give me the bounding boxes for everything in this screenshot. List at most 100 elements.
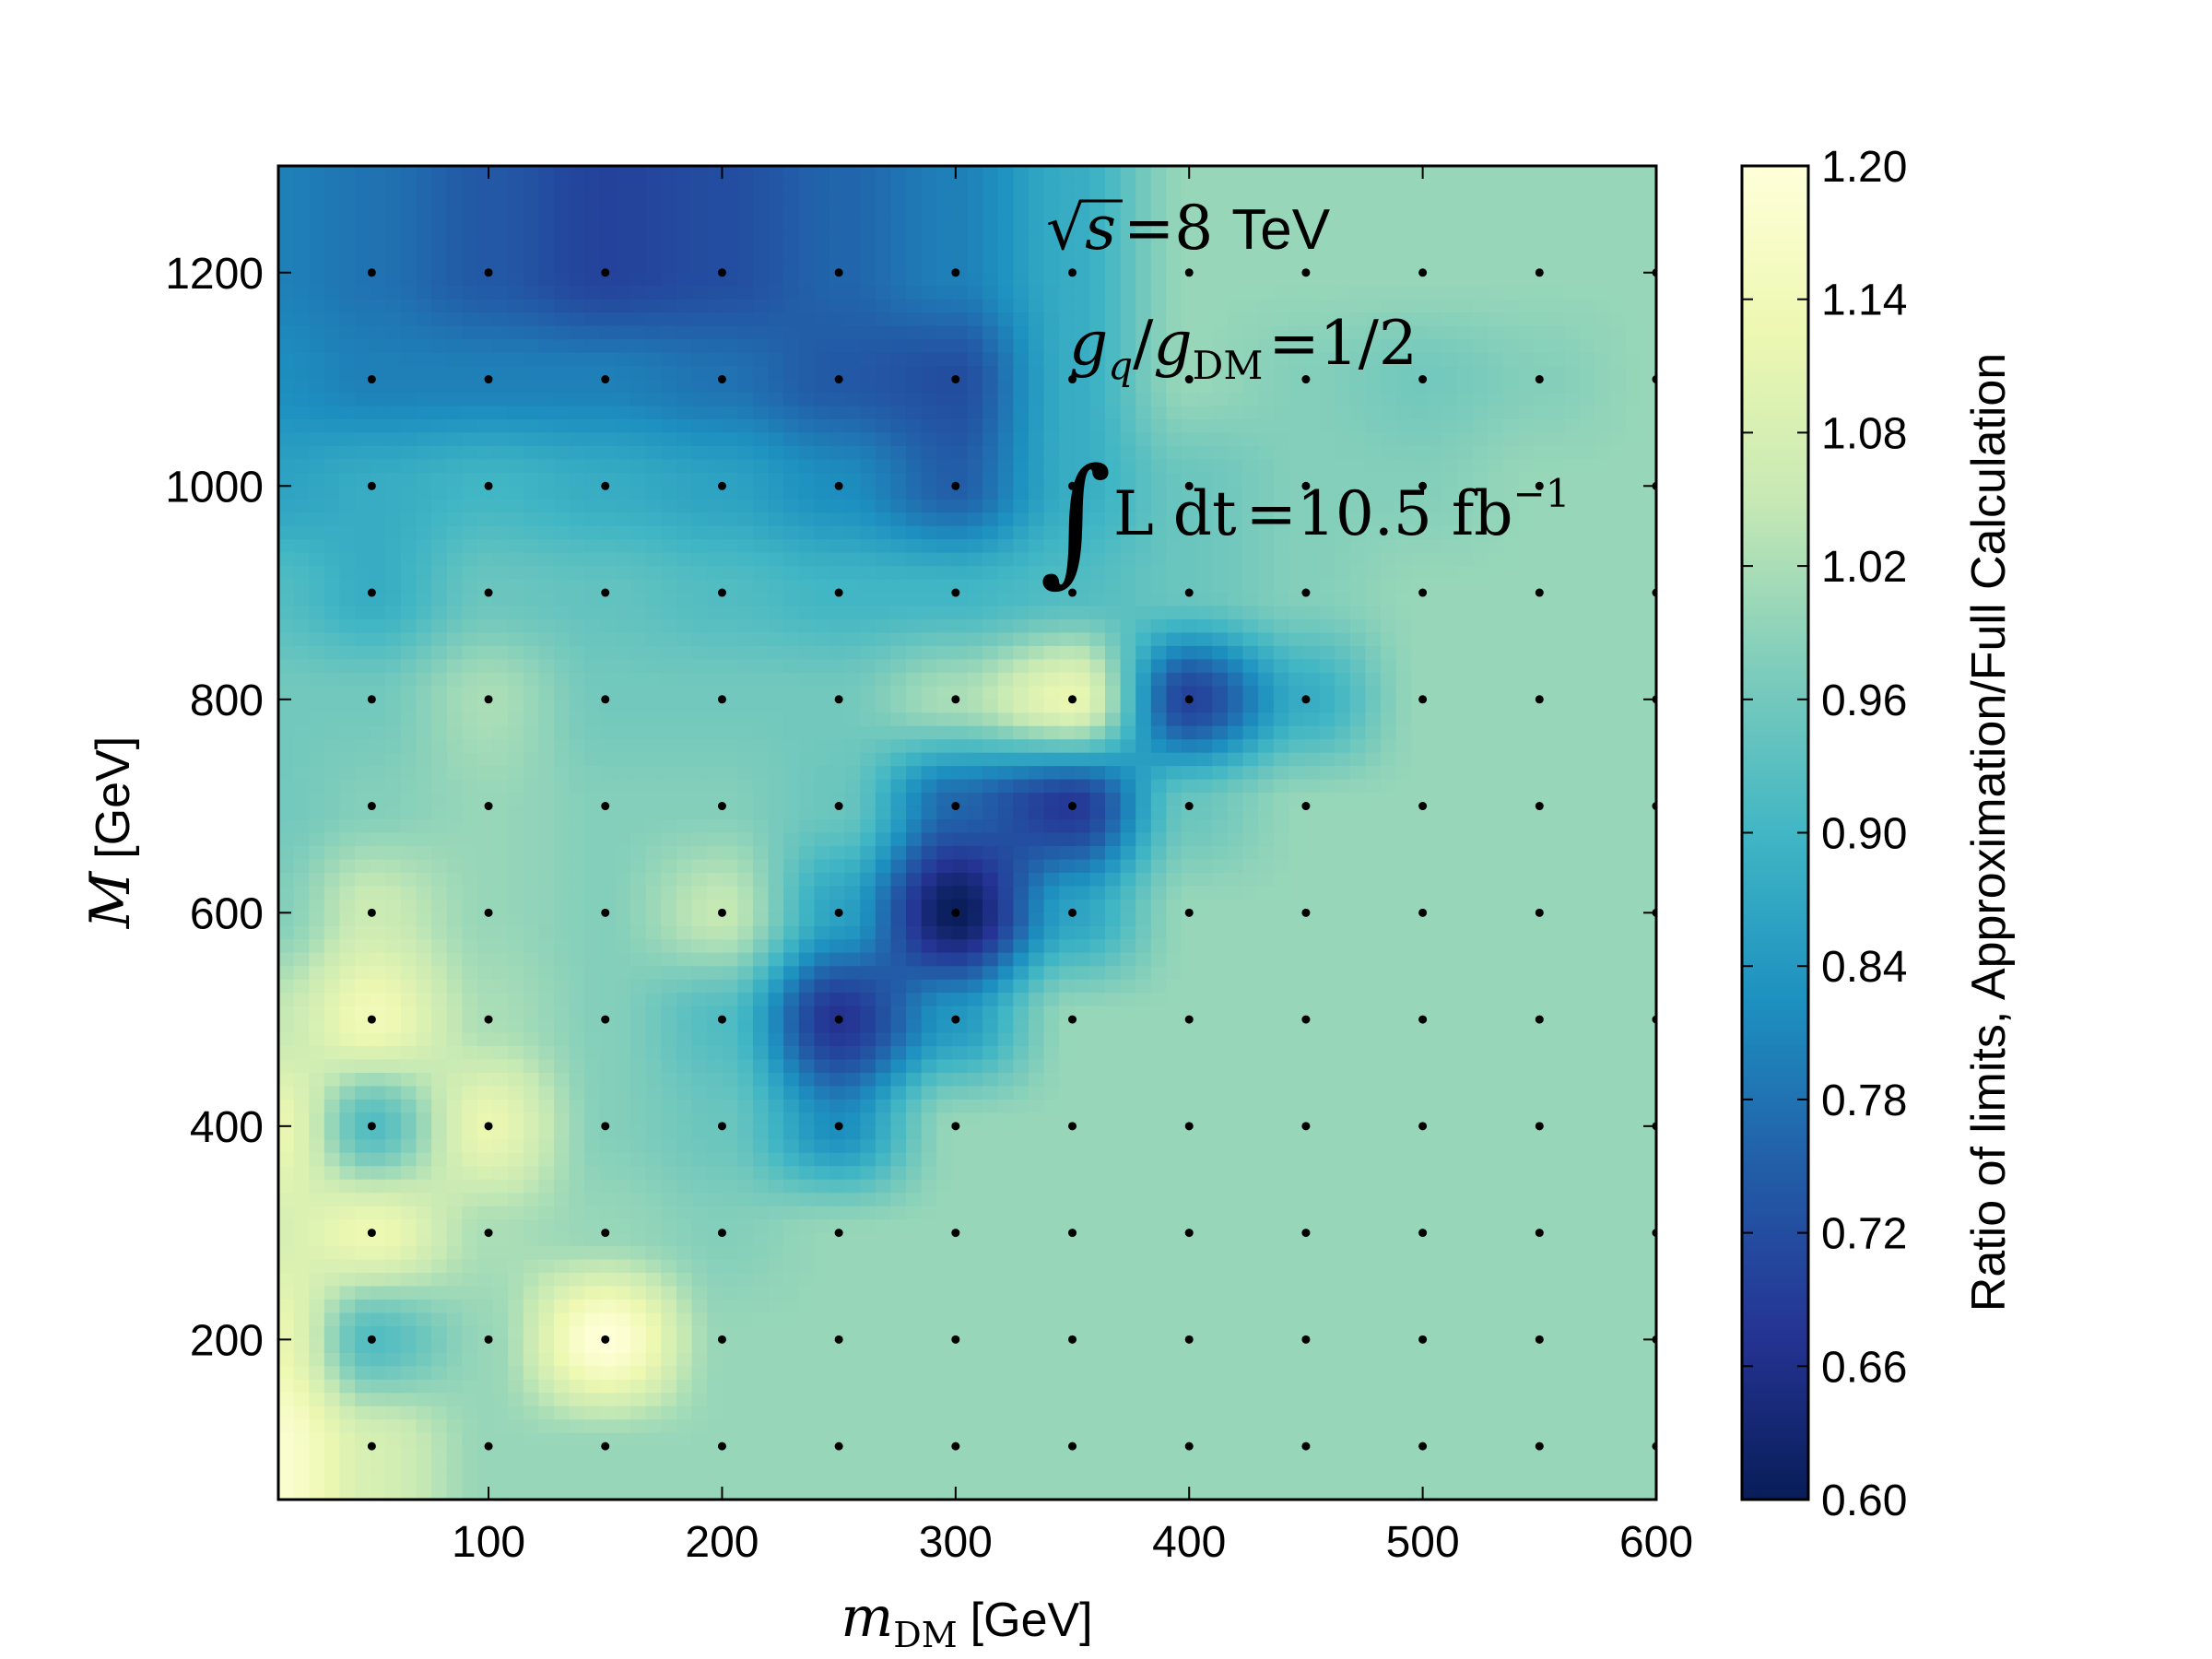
heatmap-cell	[293, 232, 310, 247]
heatmap-cell	[1488, 166, 1504, 181]
heatmap-cell	[523, 206, 539, 220]
heatmap-cell	[1028, 793, 1045, 807]
heatmap-cell	[1349, 339, 1366, 354]
heatmap-cell	[1564, 779, 1581, 794]
heatmap-cell	[1625, 218, 1641, 233]
heatmap-cell	[492, 645, 509, 660]
heatmap-cell	[1150, 606, 1168, 620]
heatmap-cell	[737, 472, 754, 487]
heatmap-cell	[431, 459, 448, 474]
heatmap-cell	[293, 499, 310, 513]
heatmap-cell	[1579, 659, 1596, 674]
heatmap-cell	[508, 166, 524, 181]
heatmap-cell	[875, 699, 892, 713]
heatmap-cell	[278, 459, 295, 474]
heatmap-cell	[1212, 339, 1229, 354]
heatmap-cell	[691, 486, 708, 500]
heatmap-cell	[385, 339, 402, 354]
heatmap-cell	[1212, 192, 1229, 207]
heatmap-cell	[997, 179, 1014, 194]
heatmap-cell	[1381, 418, 1397, 433]
heatmap-cell	[492, 659, 509, 674]
heatmap-cell	[1013, 366, 1030, 381]
heatmap-cell	[691, 392, 708, 407]
heatmap-cell	[798, 779, 815, 794]
heatmap-cell	[1074, 845, 1090, 861]
heatmap-cell	[1488, 712, 1504, 727]
heatmap-cell	[844, 486, 861, 500]
heatmap-cell	[830, 459, 846, 474]
heatmap-cell	[1089, 499, 1106, 513]
heatmap-cell	[1166, 819, 1182, 834]
heatmap-cell	[1395, 766, 1412, 781]
heatmap-cell	[722, 352, 738, 367]
heatmap-cell	[768, 286, 784, 300]
heatmap-cell	[921, 579, 937, 594]
heatmap-cell	[676, 672, 693, 687]
heatmap-cell	[1365, 432, 1382, 447]
heatmap-cell	[1166, 299, 1182, 313]
heatmap-cell	[645, 593, 662, 607]
heatmap-cell	[446, 472, 463, 487]
heatmap-cell	[906, 645, 923, 660]
heatmap-cell	[951, 459, 969, 474]
heatmap-cell	[906, 299, 923, 313]
heatmap-cell	[1043, 593, 1060, 607]
heatmap-cell	[830, 486, 846, 500]
heatmap-cell	[722, 179, 738, 194]
heatmap-cell	[1059, 872, 1076, 887]
heatmap-cell	[1303, 672, 1321, 687]
heatmap-cell	[492, 859, 509, 874]
heatmap-cell	[921, 859, 937, 874]
heatmap-cell	[982, 832, 999, 847]
heatmap-cell	[324, 593, 341, 607]
heatmap-cell	[860, 166, 877, 181]
heatmap-cell	[554, 539, 571, 554]
heatmap-cell	[1518, 206, 1535, 220]
heatmap-cell	[554, 406, 571, 420]
heatmap-cell	[1196, 486, 1213, 500]
heatmap-cell	[1242, 712, 1259, 727]
heatmap-cell	[1472, 686, 1488, 700]
heatmap-cell	[538, 859, 555, 874]
heatmap-cell	[278, 832, 295, 847]
heatmap-cell	[1120, 339, 1136, 354]
heatmap-cell	[722, 752, 738, 767]
heatmap-cell	[355, 793, 371, 807]
heatmap-cell	[1381, 379, 1397, 394]
heatmap-cell	[676, 445, 693, 460]
heatmap-cell	[783, 593, 800, 607]
heatmap-cell	[1166, 752, 1182, 767]
heatmap-cell	[1472, 739, 1488, 754]
heatmap-cell	[1273, 832, 1289, 847]
heatmap-cell	[523, 312, 539, 327]
heatmap-cell	[1502, 672, 1520, 687]
heatmap-cell	[1059, 752, 1076, 767]
heatmap-cell	[860, 379, 877, 394]
heatmap-cell	[1242, 525, 1259, 540]
heatmap-cell	[1502, 486, 1520, 500]
heatmap-cell	[355, 525, 371, 540]
heatmap-cell	[645, 899, 662, 913]
heatmap-cell	[1166, 725, 1182, 740]
heatmap-cell	[1196, 472, 1213, 487]
heatmap-cell	[722, 845, 738, 861]
heatmap-cell	[1534, 445, 1550, 460]
heatmap-cell	[844, 579, 861, 594]
heatmap-cell	[814, 899, 830, 913]
heatmap-cell	[1349, 392, 1366, 407]
heatmap-cell	[997, 245, 1014, 260]
heatmap-cell	[814, 632, 830, 647]
heatmap-cell	[1457, 406, 1474, 420]
heatmap-cell	[1502, 872, 1520, 887]
heatmap-cell	[278, 806, 295, 820]
heatmap-cell	[492, 539, 509, 554]
heatmap-cell	[1135, 806, 1152, 820]
heatmap-cell	[477, 779, 494, 794]
heatmap-cell	[1227, 539, 1244, 554]
heatmap-cell	[1303, 232, 1321, 247]
heatmap-cell	[890, 406, 907, 420]
heatmap-cell	[1594, 872, 1611, 887]
heatmap-cell	[278, 325, 295, 340]
heatmap-cell	[860, 712, 877, 727]
